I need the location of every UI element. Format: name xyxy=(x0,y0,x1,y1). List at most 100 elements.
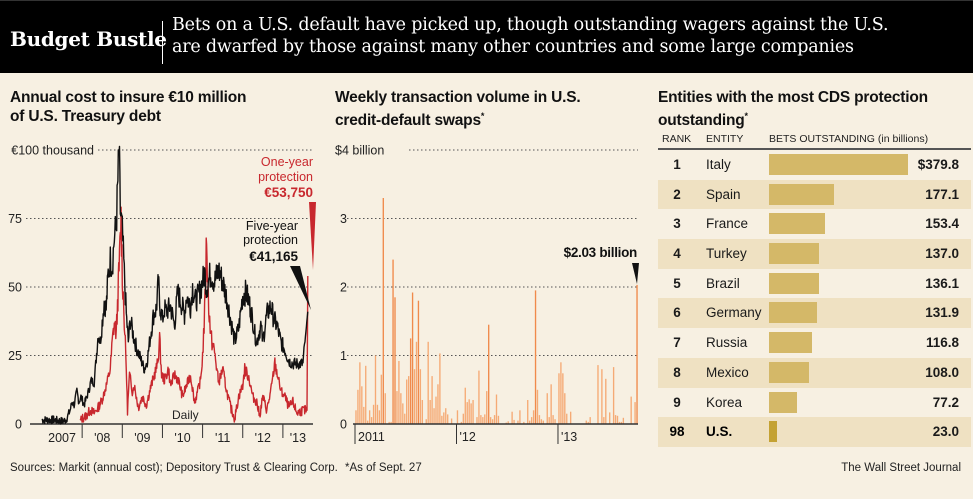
bets-value-cell: 136.1 xyxy=(925,275,959,291)
five-year-label-line-2: protection xyxy=(243,233,298,247)
x-tick-label: 2011 xyxy=(358,430,385,444)
volume-bar xyxy=(587,421,589,424)
bets-value-cell: 108.0 xyxy=(925,364,959,380)
volume-bar xyxy=(589,417,591,424)
volume-chart-title: Weekly transaction volume in U.S. credit… xyxy=(335,88,581,130)
volume-bar xyxy=(560,362,562,424)
volume-bar xyxy=(445,408,447,424)
rank-cell: 8 xyxy=(673,364,681,380)
entity-cell: Russia xyxy=(706,335,748,351)
volume-bar xyxy=(620,421,623,424)
table-row: 8 Mexico 108.0 xyxy=(658,357,971,388)
bets-bar xyxy=(769,183,834,205)
entity-cell: Spain xyxy=(706,186,741,202)
volume-bar xyxy=(507,421,509,424)
volume-bar xyxy=(368,410,371,424)
volume-bar xyxy=(431,376,433,424)
cds-cost-line-chart: €100 thousand 75 50 25 0 2007 '08 '09 '10 '11 '12 '… xyxy=(8,144,316,445)
bets-value-cell: $379.8 xyxy=(917,157,959,172)
volume-bar xyxy=(374,355,377,424)
volume-bar xyxy=(480,415,482,424)
bets-bar xyxy=(769,421,778,443)
bets-bar xyxy=(769,302,818,324)
volume-chart-title-line-2: credit-default swaps xyxy=(335,112,481,130)
volume-bar xyxy=(478,370,480,424)
bets-value-cell: 131.9 xyxy=(925,305,959,321)
volume-bar xyxy=(566,413,568,424)
frequency-label: Daily xyxy=(172,408,199,422)
dek-line-1: Bets on a U.S. default have picked up, t… xyxy=(172,15,889,35)
volume-bar xyxy=(605,378,607,424)
volume-bar xyxy=(552,415,554,424)
volume-bar xyxy=(439,353,441,424)
volume-chart-title-line-1: Weekly transaction volume in U.S. xyxy=(335,89,581,106)
bets-value-cell: 77.2 xyxy=(932,394,959,410)
x-tick-label: '12 xyxy=(255,431,271,445)
volume-bar xyxy=(548,417,550,424)
x-tick-label: '11 xyxy=(215,431,230,445)
volume-bar xyxy=(357,389,359,425)
rank-cell: 4 xyxy=(673,246,681,262)
volume-bar xyxy=(554,419,556,424)
volume-bar xyxy=(495,394,498,424)
volume-bar xyxy=(417,300,420,424)
volume-bar xyxy=(476,417,478,424)
x-tick-label: '13 xyxy=(561,430,577,444)
column-header-entity: ENTITY xyxy=(706,133,744,145)
volume-annotation-pointer xyxy=(632,263,639,284)
footnote-mark: * xyxy=(480,111,485,121)
rank-cell: 9 xyxy=(673,394,681,410)
one-year-pointer xyxy=(309,202,316,270)
volume-bar xyxy=(363,406,365,424)
cost-chart-title: Annual cost to insure €10 million of U.S… xyxy=(10,88,246,126)
volume-bar xyxy=(419,369,422,424)
rank-cell: 1 xyxy=(673,157,681,172)
volume-bar xyxy=(392,259,394,424)
volume-bar xyxy=(550,384,552,424)
y-tick-label: 25 xyxy=(8,349,22,363)
volume-bar xyxy=(372,404,375,424)
volume-bar xyxy=(489,417,492,424)
table-row: 2 Spain 177.1 xyxy=(658,179,971,210)
volume-bar xyxy=(450,418,453,424)
bets-value-cell: 153.4 xyxy=(925,216,959,232)
volume-bar xyxy=(382,198,384,424)
volume-bar xyxy=(460,421,463,424)
entities-table-title: Entities with the most CDS protection ou… xyxy=(658,88,928,130)
volume-bar xyxy=(491,419,494,424)
volume-bar xyxy=(609,412,611,424)
volume-bar xyxy=(527,400,529,424)
cost-chart-title-line-1: Annual cost to insure €10 million xyxy=(10,89,247,106)
y-tick-label: $4 billion xyxy=(335,144,384,158)
volume-bar xyxy=(425,419,427,424)
column-header-bets: BETS OUTSTANDING (in billions) xyxy=(769,133,929,145)
rank-cell: 6 xyxy=(673,305,681,321)
volume-bar xyxy=(517,420,519,424)
rank-cell: 98 xyxy=(669,424,685,440)
volume-bar xyxy=(367,420,369,424)
table-row: 7 Russia 116.8 xyxy=(658,328,971,358)
volume-bar xyxy=(597,365,599,424)
volume-bar xyxy=(388,421,390,424)
volume-bar xyxy=(532,410,535,424)
volume-bar xyxy=(546,393,548,424)
one-year-label-line-2: protection xyxy=(258,170,313,184)
bets-bar xyxy=(769,332,812,354)
volume-bar xyxy=(378,410,381,424)
volume-bar xyxy=(361,386,363,424)
header-banner: Budget Bustle Bets on a U.S. default hav… xyxy=(0,0,973,73)
rank-cell: 5 xyxy=(673,275,681,291)
weekly-volume-bar-chart: $4 billion 3 2 1 0 2011 '12 '13 $2.03 billion xyxy=(335,144,639,444)
title-divider xyxy=(162,21,163,64)
volume-bar xyxy=(530,417,533,424)
table-header: RANK ENTITY BETS OUTSTANDING (in billion… xyxy=(658,128,971,150)
table-row: 5 Brazil 136.1 xyxy=(658,269,971,299)
volume-bar xyxy=(484,414,486,424)
rank-cell: 3 xyxy=(673,216,681,232)
volume-bar xyxy=(359,362,361,424)
volume-bar xyxy=(427,341,429,424)
volume-bar xyxy=(618,421,621,424)
entities-table-title-line-2: outstanding xyxy=(658,112,745,130)
entity-cell: Mexico xyxy=(706,364,749,380)
volume-bar xyxy=(542,420,545,424)
